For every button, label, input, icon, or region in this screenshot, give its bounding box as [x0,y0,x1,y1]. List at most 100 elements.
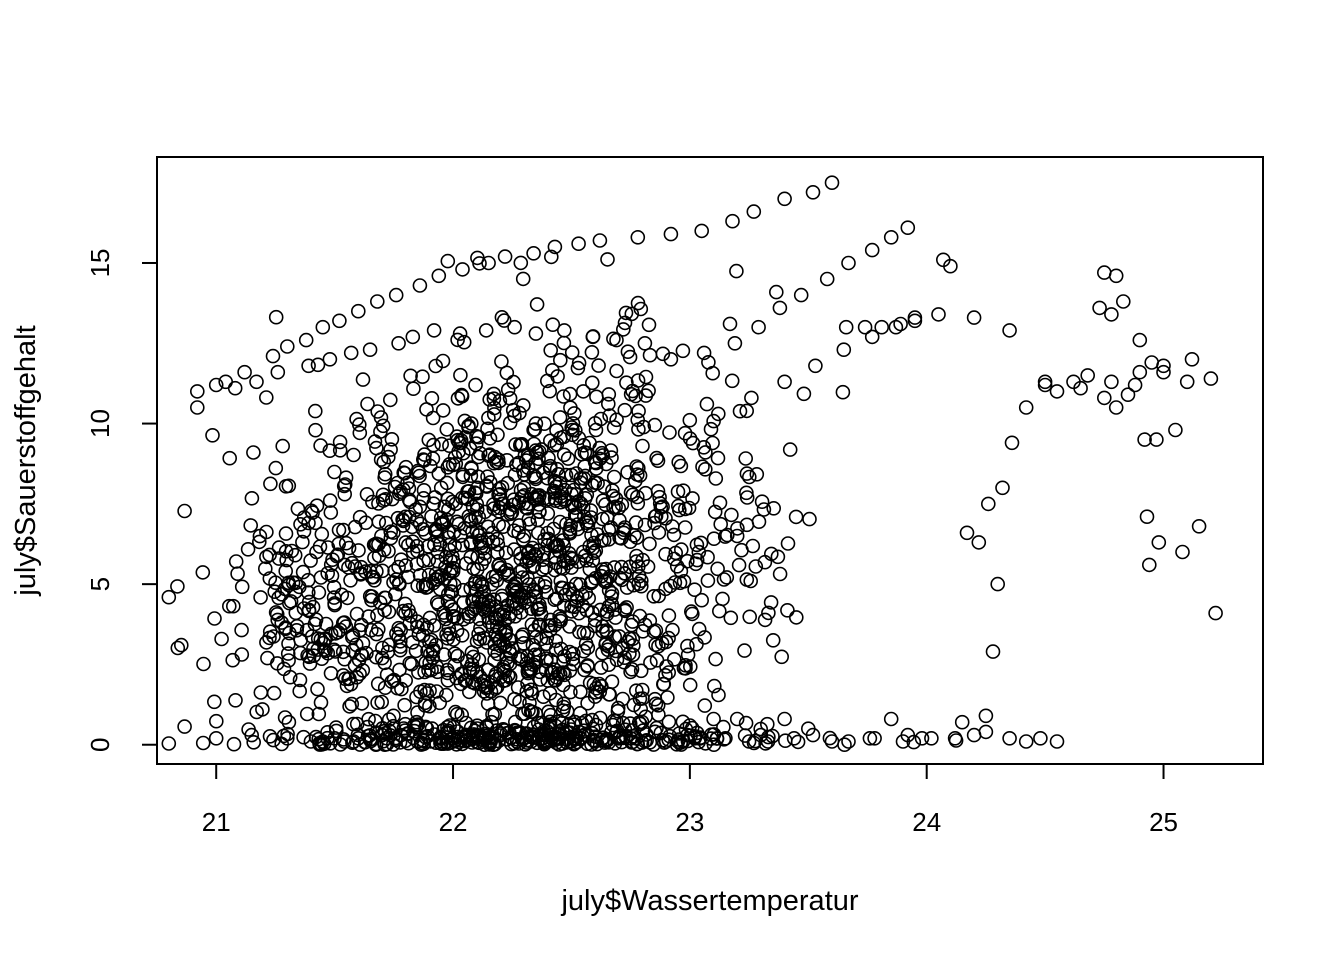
scatter-point [490,646,506,662]
scatter-point [507,691,522,707]
scatter-point [482,430,498,446]
scatter-point [497,249,513,264]
scatter-point [528,326,544,341]
scatter-point [793,287,809,303]
scatter-point [374,650,390,666]
scatter-point [480,696,496,711]
scatter-point [366,537,382,553]
scatter-point [537,575,553,590]
scatter-point [409,689,424,705]
scatter-point [362,342,378,358]
scatter-point [744,390,759,406]
scatter-point [457,413,473,429]
scatter-point [598,561,614,577]
scatter-point [464,461,479,477]
scatter-point [471,449,486,465]
scatter-point [469,428,484,444]
scatter-point [440,586,456,602]
scatter-point [249,704,265,720]
scatter-point [777,191,792,207]
scatter-point [478,323,494,338]
scatter-point [576,723,591,739]
scatter-point [556,696,572,712]
scatter-point [622,349,638,365]
scatter-point [447,646,463,662]
scatter-point [552,514,568,530]
scatter-point [421,432,437,448]
scatter-point [666,527,682,543]
scatter-point [1116,294,1131,309]
scatter-point [697,461,713,477]
x-axis-title: july$Wassertemperatur [560,885,858,917]
scatter-point [684,720,700,736]
scatter-point [683,604,699,619]
scatter-point [449,429,465,444]
scatter-point [545,535,561,551]
scatter-point [685,491,700,506]
scatter-point [532,617,548,633]
scatter-point [564,345,580,360]
scatter-point [422,655,437,671]
y-tick-label: 0 [85,737,115,751]
scatter-point [484,576,500,592]
scatter-point [237,364,252,380]
scatter-point [1120,387,1136,403]
scatter-point [707,504,723,520]
scatter-point [470,549,486,565]
scatter-point [488,666,504,682]
scatter-point [480,421,495,437]
x-tick-label: 24 [912,807,941,837]
scatter-point [400,475,415,491]
scatter-point [370,404,386,419]
scatter-point [662,425,677,440]
scatter-point [985,644,1001,659]
scatter-point [553,560,569,575]
scatter-point [258,390,274,405]
scatter-point [463,580,479,596]
scatter-point [442,456,457,472]
scatter-point [545,317,561,333]
scatter-point [190,384,205,399]
scatter-point [278,526,294,541]
scatter-point [314,526,330,542]
scatter-point [412,468,427,484]
scatter-point [351,417,367,432]
scatter-point [888,319,904,335]
scatter-point [331,522,347,538]
scatter-point [277,710,293,725]
scatter-point [498,623,514,639]
scatter-point [405,534,421,550]
scatter-point [408,502,423,518]
scatter-point [515,271,531,287]
scatter-point [415,628,431,643]
scatter-point [386,708,401,724]
scatter-point [299,706,315,722]
scatter-point [710,406,726,422]
scatter-point [533,631,549,647]
scatter-point [494,309,510,325]
scatter-point [1132,332,1148,348]
scatter-point [346,447,361,463]
scatter-point [584,527,599,543]
scatter-point [448,496,464,512]
scatter-point [647,724,663,740]
scatter-point [480,469,495,485]
scatter-point [337,734,352,749]
scatter-point [260,650,275,666]
scatter-point [774,649,790,665]
scatter-point [706,413,721,429]
scatter-point [453,432,469,448]
y-tick-label: 5 [85,577,115,591]
scatter-point [696,345,712,361]
scatter-point [630,412,646,428]
scatter-point [1175,544,1190,560]
scatter-point [739,485,754,501]
scatter-point [573,496,589,512]
scatter-point [710,561,725,577]
scatter-point [359,486,375,502]
scatter-point [584,375,600,391]
scatter-point [596,479,612,494]
scatter-point [561,717,576,733]
scatter-point [563,518,579,533]
